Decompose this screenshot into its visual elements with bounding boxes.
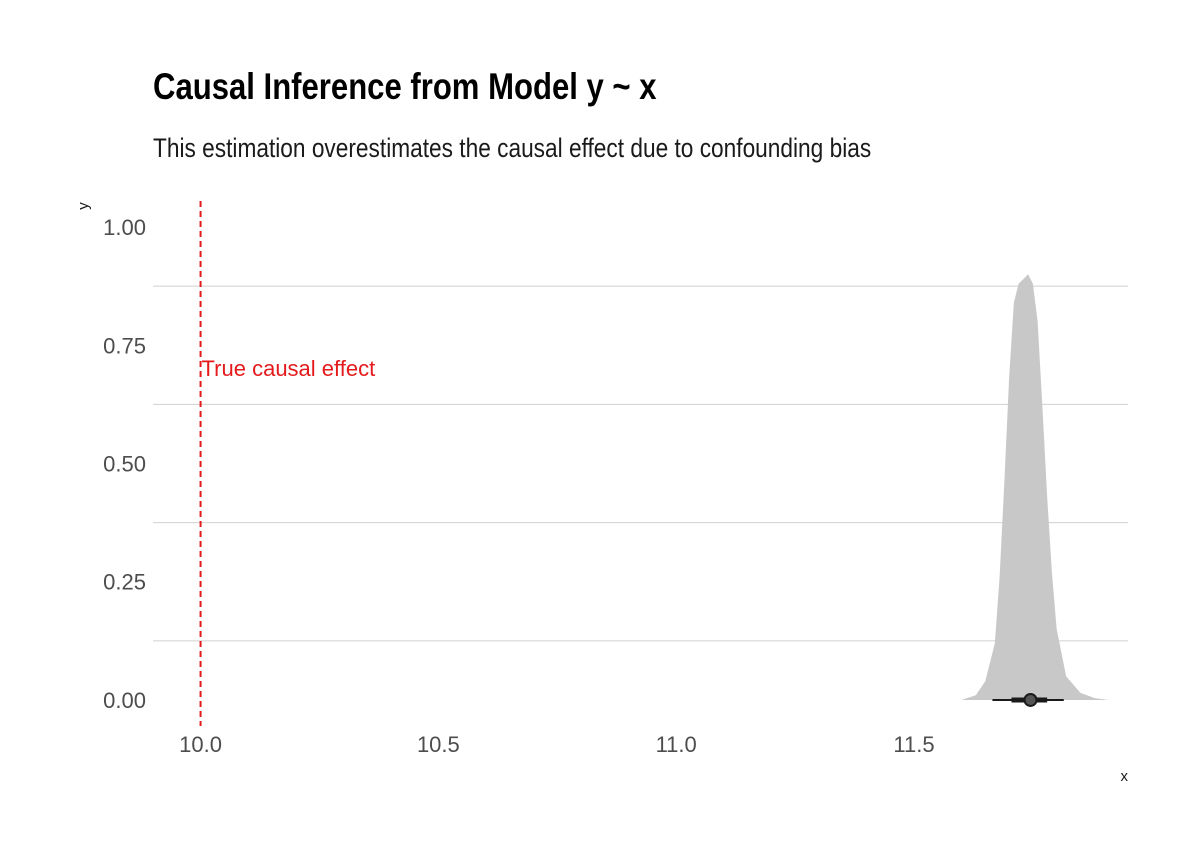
y-tick-label: 0.25 [103,570,146,595]
x-tick-label: 11.0 [656,732,697,757]
posterior-density [961,274,1109,700]
y-tick-label: 0.75 [103,333,146,358]
reference-layer: True causal effect [199,201,376,726]
axis-layer: y x 0.00 0.25 0.50 0.75 1.00 10.0 10.5 11.0 11.5 [75,202,1129,785]
x-tick-label: 10.5 [417,732,460,757]
density-layer [961,274,1109,700]
y-tick-label: 0.00 [103,688,146,713]
true-effect-label: True causal effect [202,356,376,381]
gridlines [153,285,1128,642]
y-axis-title: y [75,202,92,210]
chart-title: Causal Inference from Model y ~ x [153,66,657,107]
x-tick-label: 10.0 [179,732,222,757]
point-estimate [1023,692,1038,707]
chart-subtitle: This estimation overestimates the causal… [153,133,872,163]
y-tick-label: 0.50 [103,452,146,477]
x-tick-label: 11.5 [893,732,934,757]
y-tick-label: 1.00 [103,215,146,240]
point-interval-layer [992,692,1064,707]
x-axis-title: x [1121,768,1129,785]
